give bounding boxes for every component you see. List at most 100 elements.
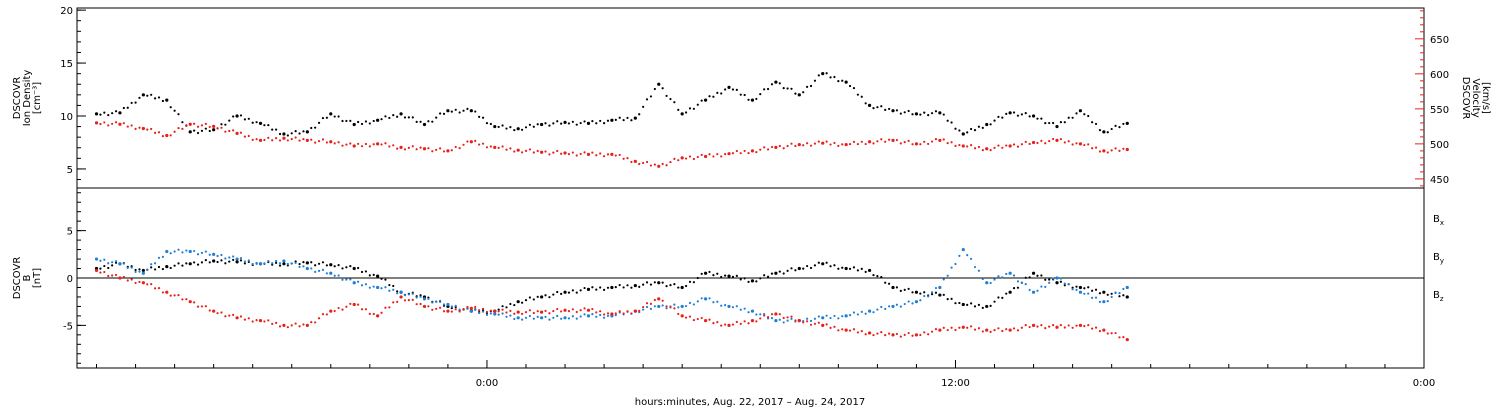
data-point (415, 148, 418, 151)
data-point (872, 106, 875, 110)
data-point (1125, 285, 1129, 290)
data-point (208, 261, 211, 264)
data-point (450, 307, 453, 310)
data-point (716, 91, 719, 94)
data-point (1094, 122, 1098, 126)
data-point (969, 302, 973, 305)
data-point (305, 323, 309, 327)
data-point (364, 308, 368, 311)
data-point (763, 88, 766, 91)
data-point (224, 123, 227, 126)
data-point (606, 314, 610, 317)
data-point (528, 296, 532, 299)
data-point (439, 147, 442, 150)
data-point (419, 120, 422, 123)
data-point (595, 315, 598, 318)
data-point (790, 87, 793, 90)
data-point (275, 128, 278, 131)
data-point (232, 129, 235, 132)
data-point (532, 298, 535, 301)
data-point (1044, 327, 1047, 330)
data-point (228, 260, 231, 263)
data-point (961, 325, 965, 329)
data-point (193, 261, 196, 264)
data-point (794, 144, 797, 148)
data-point (208, 309, 211, 312)
data-point (833, 264, 836, 267)
data-point (1063, 141, 1066, 144)
data-point (1102, 300, 1106, 304)
data-point (263, 138, 266, 142)
data-point (200, 261, 204, 264)
data-point (474, 110, 477, 113)
data-point (372, 273, 375, 276)
data-point (606, 286, 610, 289)
data-point (493, 145, 497, 149)
data-point (181, 298, 184, 301)
data-point (606, 153, 610, 156)
data-point (739, 278, 742, 281)
data-point (727, 85, 731, 90)
data-point (150, 127, 153, 131)
data-point (1114, 147, 1117, 150)
data-point (700, 272, 703, 275)
data-point (165, 290, 169, 294)
data-point (653, 298, 656, 302)
data-point (809, 266, 813, 270)
series-Bz (94, 268, 1129, 342)
data-point (200, 129, 204, 132)
data-point (860, 267, 863, 270)
data-point (208, 253, 211, 256)
data-point (380, 311, 383, 314)
data-point (220, 123, 223, 126)
data-point (759, 148, 762, 151)
data-point (766, 275, 770, 278)
data-point (1063, 282, 1066, 285)
y2-tick-label: 550 (1430, 105, 1449, 116)
data-point (1012, 327, 1016, 330)
data-point (439, 306, 442, 309)
data-point (899, 289, 902, 292)
data-point (724, 88, 727, 91)
data-point (427, 305, 430, 308)
data-point (228, 314, 231, 317)
data-point (1020, 326, 1023, 329)
data-point (1106, 151, 1109, 154)
data-point (899, 142, 902, 145)
data-point (1083, 113, 1086, 116)
data-point (1005, 144, 1008, 147)
data-point (458, 111, 461, 114)
data-point (575, 317, 578, 320)
data-point (961, 132, 965, 136)
data-point (708, 270, 711, 274)
data-point (384, 142, 387, 145)
data-point (157, 287, 161, 290)
data-point (946, 328, 949, 332)
data-point (985, 304, 989, 309)
data-point (1087, 114, 1090, 118)
data-point (755, 320, 758, 323)
data-point (665, 94, 668, 98)
data-point (524, 126, 528, 129)
data-point (821, 141, 825, 145)
data-point (618, 116, 621, 119)
data-point (247, 259, 250, 262)
data-point (302, 261, 305, 264)
data-point (950, 141, 953, 144)
data-point (188, 262, 192, 266)
data-point (891, 109, 895, 113)
data-point (927, 295, 930, 298)
data-point (1055, 276, 1059, 280)
data-point (579, 121, 582, 125)
data-point (165, 98, 169, 102)
data-point (673, 303, 676, 306)
data-point (485, 146, 489, 149)
data-point (185, 298, 188, 301)
y2-axis-title-line: DSCOVR (1460, 77, 1471, 120)
data-point (130, 266, 133, 269)
data-point (638, 309, 641, 313)
data-point (595, 288, 598, 291)
data-point (774, 80, 778, 84)
data-point (985, 281, 989, 285)
data-point (630, 160, 633, 164)
